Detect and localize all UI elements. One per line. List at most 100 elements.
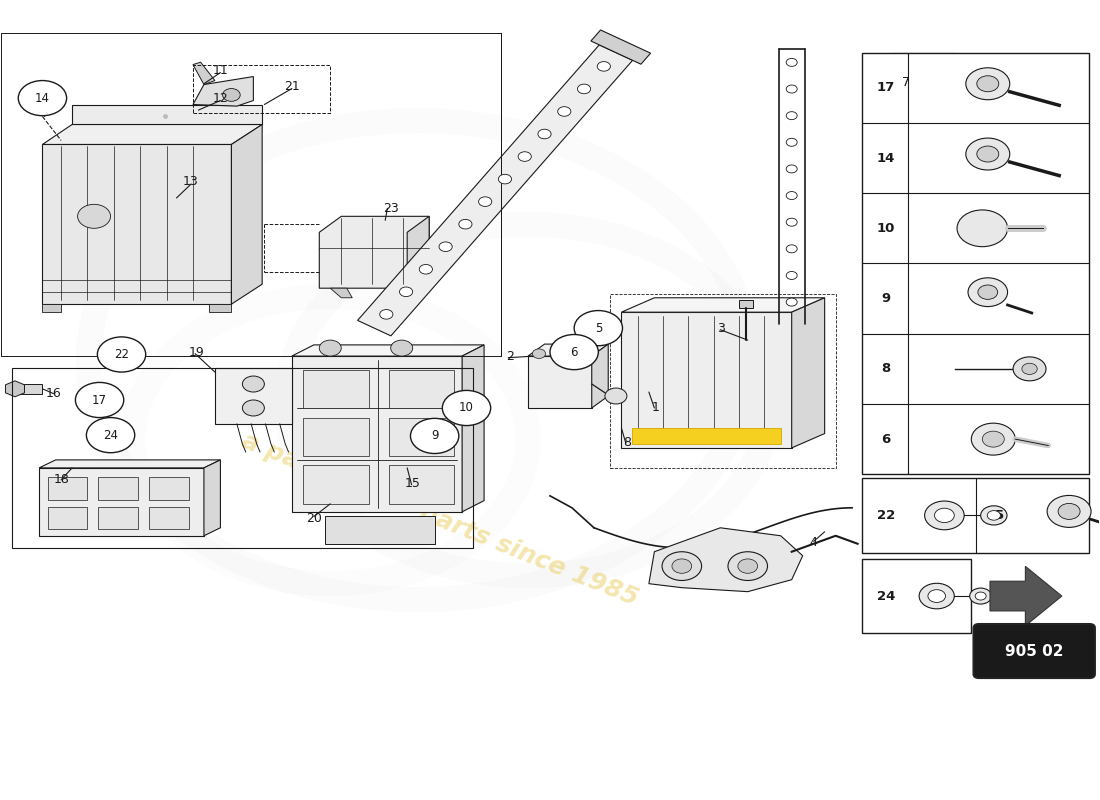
Circle shape: [597, 62, 611, 71]
Text: 22: 22: [114, 348, 129, 361]
FancyBboxPatch shape: [148, 507, 188, 530]
Text: 3: 3: [717, 322, 725, 334]
Text: 17: 17: [877, 82, 895, 94]
Text: 21: 21: [284, 80, 299, 93]
Circle shape: [957, 210, 1008, 246]
Polygon shape: [649, 528, 803, 592]
Polygon shape: [292, 345, 484, 356]
FancyBboxPatch shape: [902, 69, 955, 129]
Circle shape: [738, 559, 758, 574]
Text: 905 02: 905 02: [1005, 643, 1064, 658]
FancyBboxPatch shape: [48, 478, 88, 500]
Circle shape: [242, 400, 264, 416]
Circle shape: [786, 271, 798, 279]
Circle shape: [662, 552, 702, 581]
Polygon shape: [15, 384, 43, 394]
Circle shape: [1058, 503, 1080, 519]
Circle shape: [786, 165, 798, 173]
Polygon shape: [324, 516, 435, 544]
Text: 19: 19: [188, 346, 205, 358]
Polygon shape: [209, 304, 231, 312]
Polygon shape: [528, 344, 608, 356]
Text: 4: 4: [810, 536, 817, 549]
Polygon shape: [73, 105, 262, 125]
Polygon shape: [192, 62, 215, 85]
Text: 5: 5: [595, 322, 602, 334]
FancyBboxPatch shape: [302, 370, 368, 408]
Text: 10: 10: [459, 402, 474, 414]
FancyBboxPatch shape: [911, 78, 946, 122]
Text: 1: 1: [651, 402, 659, 414]
Circle shape: [987, 510, 1000, 520]
Circle shape: [786, 218, 798, 226]
Text: 13: 13: [183, 175, 199, 189]
Circle shape: [976, 592, 986, 600]
Circle shape: [390, 340, 412, 356]
Polygon shape: [192, 77, 253, 106]
FancyBboxPatch shape: [302, 466, 368, 504]
Text: 22: 22: [877, 509, 895, 522]
Circle shape: [399, 287, 412, 297]
Circle shape: [550, 334, 598, 370]
FancyBboxPatch shape: [148, 478, 188, 500]
Polygon shape: [621, 298, 825, 312]
Circle shape: [982, 431, 1004, 447]
Text: 24: 24: [103, 429, 118, 442]
Text: 18: 18: [53, 474, 69, 486]
Text: 20: 20: [306, 512, 321, 525]
Circle shape: [410, 418, 459, 454]
Circle shape: [971, 423, 1015, 455]
Polygon shape: [990, 566, 1062, 626]
Circle shape: [977, 146, 999, 162]
Polygon shape: [621, 312, 792, 448]
Circle shape: [558, 106, 571, 116]
Circle shape: [222, 89, 240, 102]
FancyBboxPatch shape: [388, 370, 454, 408]
Circle shape: [605, 388, 627, 404]
Circle shape: [98, 337, 145, 372]
Circle shape: [478, 197, 492, 206]
Circle shape: [87, 418, 134, 453]
Text: 23: 23: [383, 202, 398, 215]
Text: 7: 7: [902, 76, 910, 89]
Circle shape: [672, 559, 692, 574]
Circle shape: [928, 590, 946, 602]
Polygon shape: [292, 356, 462, 512]
Text: 5: 5: [996, 509, 1004, 522]
Circle shape: [1013, 357, 1046, 381]
FancyBboxPatch shape: [48, 507, 88, 530]
Text: 10: 10: [877, 222, 895, 234]
Polygon shape: [592, 344, 608, 408]
FancyBboxPatch shape: [99, 507, 138, 530]
Text: 12: 12: [212, 92, 229, 105]
Polygon shape: [40, 460, 220, 468]
Text: 6: 6: [881, 433, 891, 446]
Circle shape: [1022, 363, 1037, 374]
Text: 14: 14: [877, 151, 895, 165]
Polygon shape: [891, 53, 957, 145]
Polygon shape: [792, 298, 825, 448]
Circle shape: [786, 112, 798, 120]
FancyBboxPatch shape: [862, 53, 1089, 474]
Circle shape: [319, 340, 341, 356]
Circle shape: [532, 349, 546, 358]
Polygon shape: [231, 125, 262, 304]
Circle shape: [442, 390, 491, 426]
Polygon shape: [43, 304, 62, 312]
Polygon shape: [632, 428, 781, 444]
Circle shape: [578, 84, 591, 94]
Circle shape: [786, 298, 798, 306]
Circle shape: [786, 138, 798, 146]
Circle shape: [379, 310, 393, 319]
FancyBboxPatch shape: [302, 418, 368, 456]
Polygon shape: [330, 288, 352, 298]
Circle shape: [978, 285, 998, 299]
Circle shape: [786, 245, 798, 253]
FancyBboxPatch shape: [974, 624, 1094, 678]
Polygon shape: [528, 356, 592, 408]
Text: a passion for parts since 1985: a passion for parts since 1985: [239, 429, 642, 610]
Polygon shape: [358, 45, 632, 336]
Polygon shape: [40, 468, 204, 536]
Polygon shape: [591, 30, 650, 64]
Text: 9: 9: [881, 292, 891, 305]
